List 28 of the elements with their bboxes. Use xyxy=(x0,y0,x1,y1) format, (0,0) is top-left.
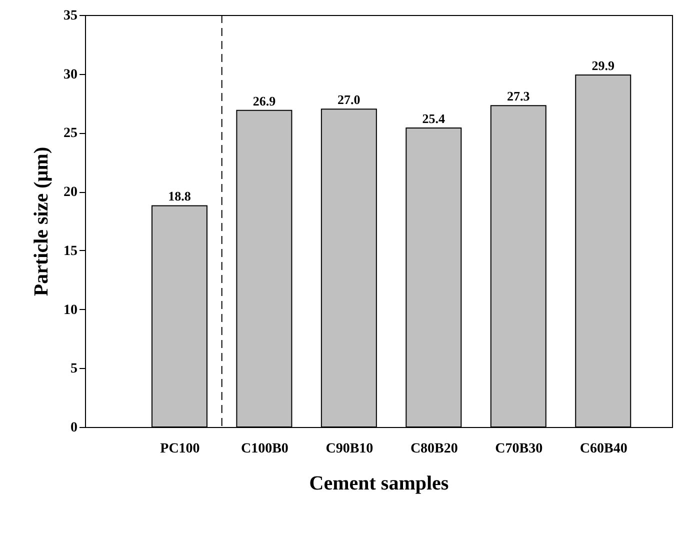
y-tick-label: 5 xyxy=(70,362,78,377)
bar xyxy=(151,205,208,428)
x-tick-label: C90B10 xyxy=(326,442,374,456)
data-label: 25.4 xyxy=(422,111,446,126)
y-tick-label: 35 xyxy=(64,8,78,24)
y-tick-label: 30 xyxy=(64,67,78,82)
y-axis-title: Particle size (µm) xyxy=(30,146,52,296)
x-tick-label: C80B20 xyxy=(410,442,458,456)
bar xyxy=(406,128,462,428)
data-label: 18.8 xyxy=(168,188,192,204)
bar xyxy=(236,110,292,428)
x-tick-label: C70B30 xyxy=(495,442,543,456)
y-tick-label: 25 xyxy=(64,126,78,142)
bar xyxy=(320,108,377,428)
y-tick-label: 20 xyxy=(64,185,78,200)
data-label: 27.3 xyxy=(507,88,530,104)
data-label: 26.9 xyxy=(252,93,276,108)
data-label: 29.9 xyxy=(592,58,615,74)
bar xyxy=(490,105,546,428)
x-tick-label: C100B0 xyxy=(240,442,288,456)
y-tick-label: 0 xyxy=(70,420,78,436)
x-tick-label: C60B40 xyxy=(580,442,628,456)
x-tick-label: PC100 xyxy=(160,442,200,456)
bar xyxy=(575,74,632,428)
data-label: 27.0 xyxy=(338,92,360,108)
y-tick-label: 10 xyxy=(64,302,78,318)
y-tick-label: 15 xyxy=(64,244,78,259)
x-axis-title: Cement samples xyxy=(309,472,449,494)
